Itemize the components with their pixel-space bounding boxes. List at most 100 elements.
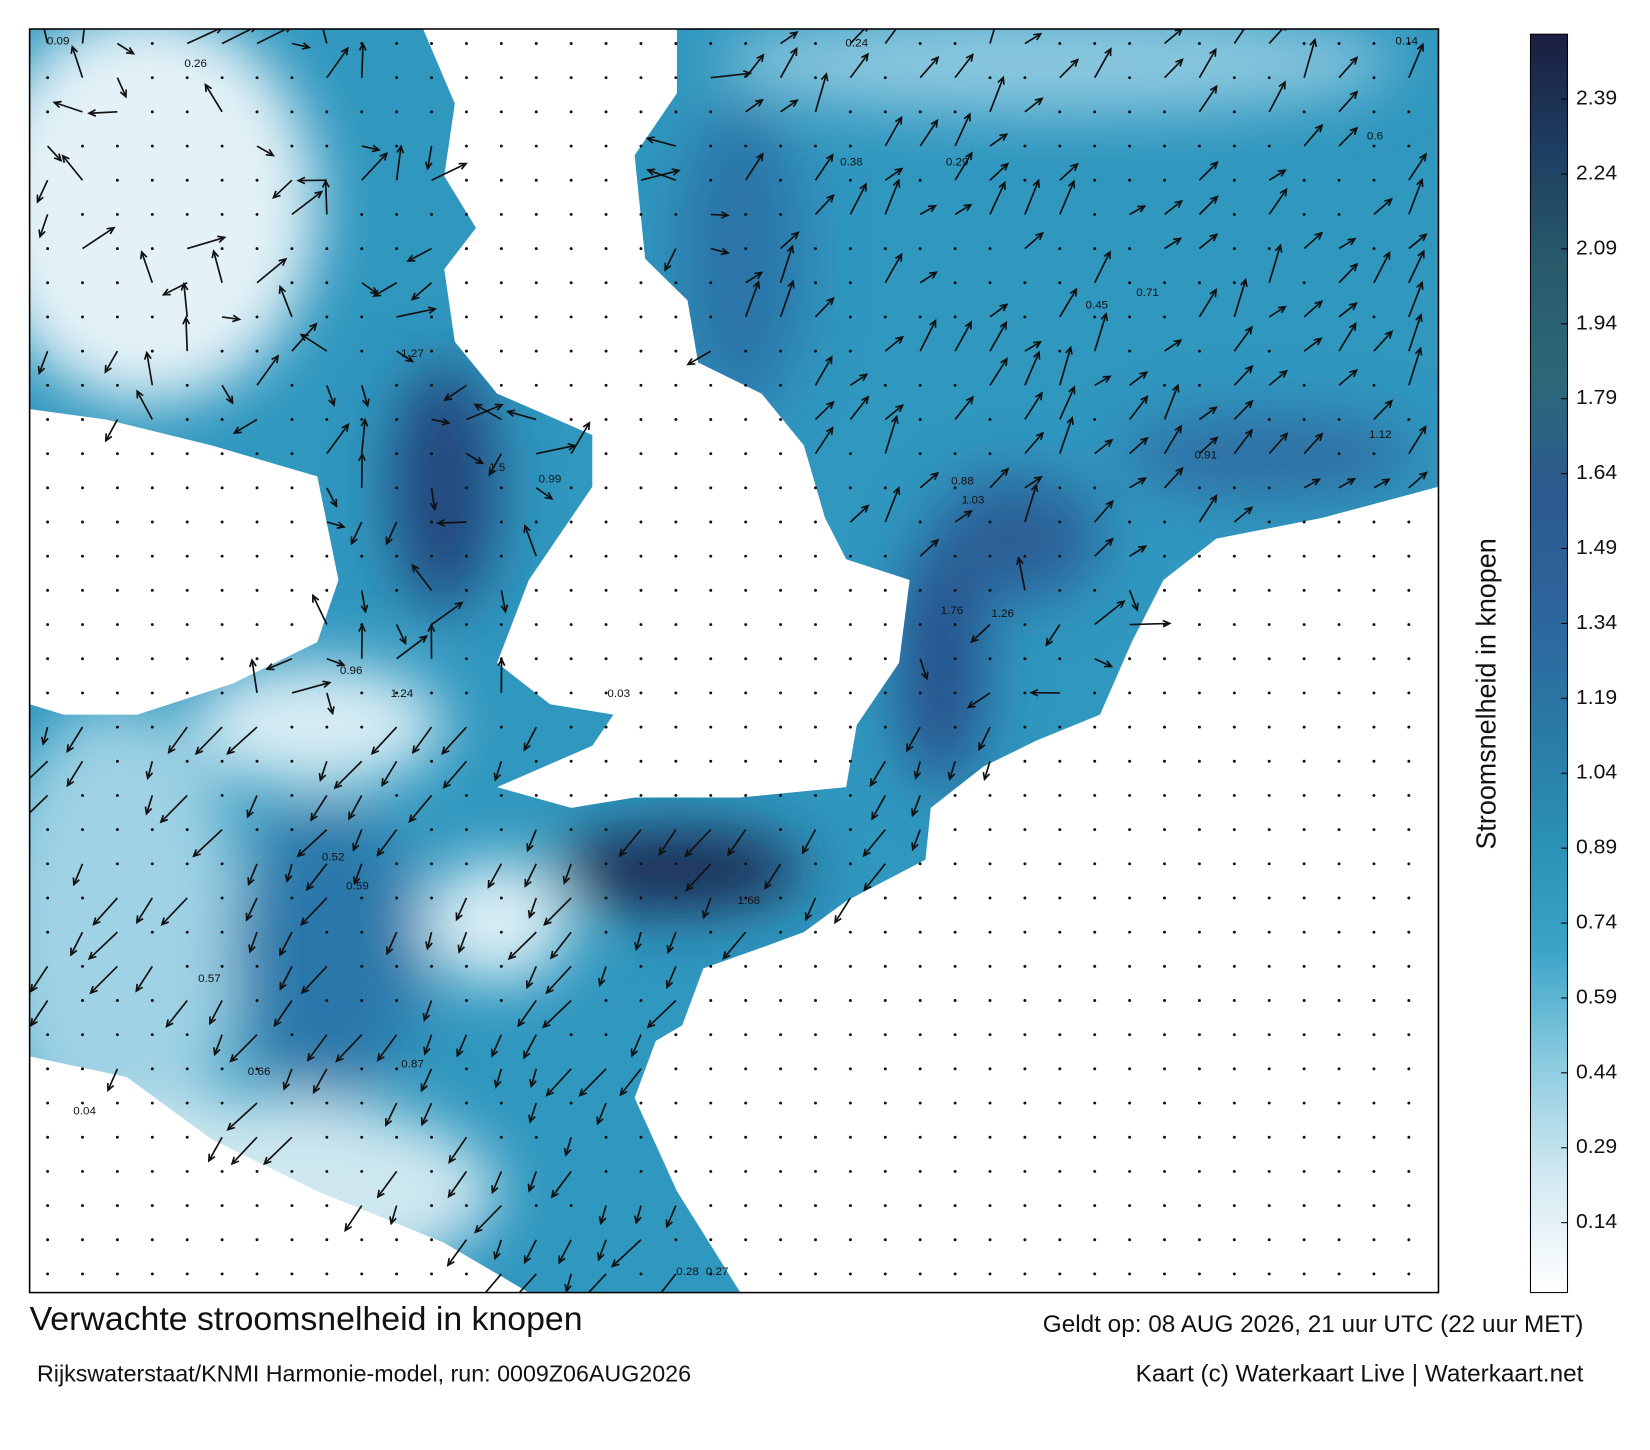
grid-dot xyxy=(46,1067,50,1071)
grid-dot xyxy=(220,623,224,626)
arrow-head xyxy=(523,742,531,752)
grid-dot xyxy=(918,1169,922,1173)
grid-dot xyxy=(674,486,678,490)
grid-dot xyxy=(883,930,887,934)
arrow-head xyxy=(1419,152,1427,162)
grid-dot xyxy=(534,759,538,763)
arrow-head xyxy=(978,742,986,752)
arrow-head xyxy=(1209,47,1217,57)
grid-dot xyxy=(1128,896,1132,900)
grid-dot xyxy=(499,315,503,319)
grid-dot xyxy=(918,896,922,900)
grid-dot xyxy=(1023,315,1027,319)
arrow-head xyxy=(454,601,464,610)
grid-dot xyxy=(81,964,84,968)
current-arrow xyxy=(914,761,922,779)
arrow-head xyxy=(119,89,128,99)
current-arrow xyxy=(611,1239,642,1267)
grid-dot xyxy=(255,999,259,1002)
current-arrow xyxy=(279,965,293,990)
arrow-head xyxy=(352,842,360,852)
grid-dot xyxy=(814,144,817,148)
current-arrow xyxy=(529,1102,538,1123)
grid-dot xyxy=(1337,793,1341,797)
current-arrow xyxy=(431,601,463,626)
grid-dot xyxy=(744,623,748,626)
arrow-head xyxy=(436,519,446,527)
grid-dot xyxy=(1058,725,1062,729)
grid-dot xyxy=(290,281,294,285)
grid-dot xyxy=(255,1272,259,1276)
grid-dot xyxy=(779,1067,783,1071)
current-arrow xyxy=(542,999,572,1028)
grid-dot xyxy=(814,793,817,797)
grid-dot xyxy=(185,657,189,661)
current-arrow xyxy=(805,897,817,920)
arrow-head xyxy=(1347,477,1357,486)
grid-dot xyxy=(779,1238,783,1242)
arrow-head xyxy=(630,1048,639,1058)
current-arrow xyxy=(487,863,503,888)
arrow-head xyxy=(523,523,531,534)
grid-dot xyxy=(150,623,154,626)
arrow-head xyxy=(160,917,170,926)
grid-dot xyxy=(1407,896,1411,900)
grid-dot xyxy=(499,486,503,490)
grid-dot xyxy=(360,1238,364,1242)
arrow-head xyxy=(497,657,506,667)
arrow-head xyxy=(329,498,338,508)
arrow-head xyxy=(1384,330,1394,339)
grid-dot xyxy=(1302,178,1306,182)
grid-dot xyxy=(674,759,678,763)
current-arrow xyxy=(204,84,223,113)
grid-dot xyxy=(430,520,434,524)
grid-dot xyxy=(325,281,329,285)
grid-dot xyxy=(255,110,259,114)
grid-dot xyxy=(988,520,992,524)
grid-dot xyxy=(1302,383,1306,387)
grid-dot xyxy=(220,76,224,80)
arrow-head xyxy=(419,635,429,644)
grid-dot xyxy=(674,110,678,114)
grid-dot xyxy=(1337,725,1341,729)
grid-dot xyxy=(395,452,399,456)
current-arrow xyxy=(360,419,366,454)
grid-dot xyxy=(604,349,608,353)
speed-label: 1.03 xyxy=(962,494,985,506)
grid-dot xyxy=(1197,281,1201,285)
grid-dot xyxy=(81,418,84,421)
arrow-head xyxy=(665,980,674,990)
grid-dot xyxy=(848,452,852,456)
current-arrow xyxy=(291,681,330,694)
grid-dot xyxy=(115,1238,119,1242)
grid-dot xyxy=(848,725,852,729)
arrow-head xyxy=(370,746,380,756)
grid-dot xyxy=(1267,1067,1271,1071)
arrow-head xyxy=(104,364,112,374)
grid-dot xyxy=(604,110,608,114)
current-arrow xyxy=(849,505,869,523)
arrow-head xyxy=(230,1156,240,1166)
arrow-head xyxy=(52,100,62,109)
grid-dot xyxy=(430,1169,434,1173)
current-arrow xyxy=(360,590,367,612)
arrow-head xyxy=(1033,32,1043,41)
grid-dot xyxy=(883,896,887,900)
grid-dot xyxy=(639,896,643,900)
grid-dot xyxy=(534,281,538,285)
grid-dot xyxy=(1267,1135,1271,1139)
current-arrow xyxy=(1163,384,1179,420)
grid-dot xyxy=(1163,144,1166,148)
grid-dot xyxy=(1128,1033,1132,1037)
grid-dot xyxy=(325,418,329,421)
grid-dot xyxy=(464,212,468,216)
arrow-head xyxy=(1348,322,1357,331)
grid-dot xyxy=(464,964,468,968)
grid-dot xyxy=(1267,76,1271,80)
grid-dot xyxy=(1267,793,1271,797)
arrow-head xyxy=(790,231,800,240)
grid-dot xyxy=(1372,828,1376,832)
arrow-head xyxy=(966,700,976,709)
current-arrow xyxy=(279,931,293,956)
arrow-head xyxy=(1209,84,1218,94)
